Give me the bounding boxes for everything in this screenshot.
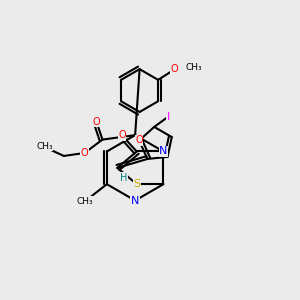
- Text: CH₃: CH₃: [76, 197, 93, 206]
- Text: S: S: [133, 179, 140, 189]
- Text: O: O: [93, 117, 100, 127]
- Text: CH₃: CH₃: [186, 64, 202, 73]
- Text: CH₃: CH₃: [36, 142, 53, 151]
- Text: O: O: [135, 136, 143, 146]
- Text: O: O: [81, 148, 88, 158]
- Text: O: O: [118, 130, 126, 140]
- Text: N: N: [159, 146, 168, 157]
- Text: I: I: [167, 112, 170, 122]
- Text: O: O: [171, 64, 178, 74]
- Text: H: H: [120, 172, 128, 183]
- Text: N: N: [131, 196, 139, 206]
